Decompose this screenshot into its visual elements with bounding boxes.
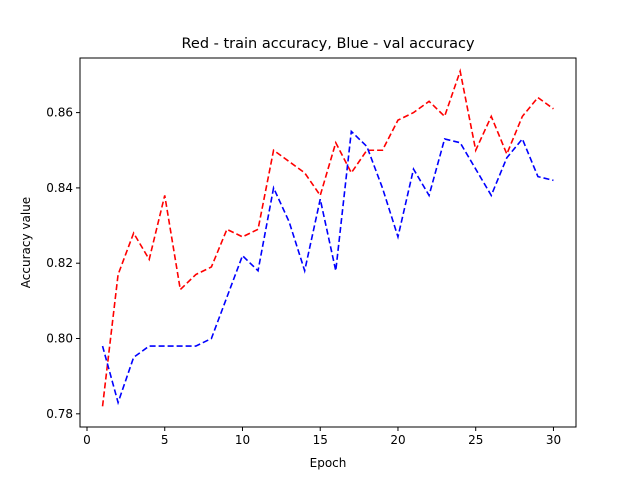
series-layer — [101, 68, 554, 407]
x-tick-label: 0 — [83, 433, 91, 447]
chart-title: Red - train accuracy, Blue - val accurac… — [181, 36, 474, 52]
x-tick-label: 25 — [468, 433, 483, 447]
y-tick-label: 0.82 — [46, 256, 73, 270]
series-line-2 — [101, 129, 554, 406]
y-axis-label: Accuracy value — [19, 197, 33, 288]
x-tick-label: 20 — [390, 433, 405, 447]
plot-frame — [79, 57, 577, 428]
x-tick-label: 15 — [313, 433, 328, 447]
x-axis-label: Epoch — [310, 456, 347, 470]
series-line-1 — [101, 68, 554, 407]
y-tick-label: 0.86 — [46, 106, 73, 120]
x-tick-label: 30 — [546, 433, 561, 447]
y-tick-label: 0.78 — [46, 407, 73, 421]
x-tick-label: 5 — [161, 433, 169, 447]
y-tick-label: 0.84 — [46, 181, 73, 195]
ticks-layer: 0 5 10 15 20 25 30 0.78 0.80 0.82 0.84 0.86 — [46, 106, 561, 447]
x-tick-label: 10 — [235, 433, 250, 447]
y-tick-label: 0.80 — [46, 332, 73, 346]
